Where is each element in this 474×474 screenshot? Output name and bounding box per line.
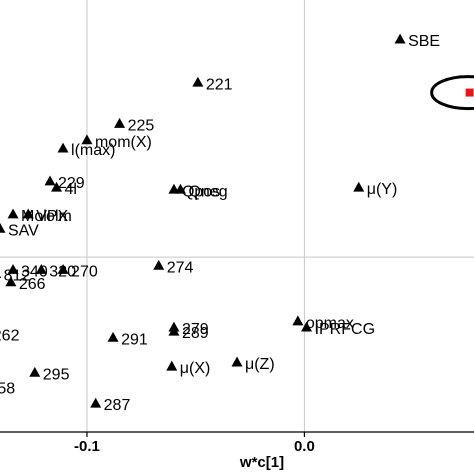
point-marker-18: [0, 275, 2, 278]
point-marker-9: [353, 181, 365, 192]
x-tick-label-1: 0.0: [294, 438, 315, 455]
point-label-24: 291: [121, 331, 148, 348]
point-marker-0: [394, 33, 406, 44]
point-marker-13: [153, 259, 165, 270]
point-label-13: 274: [167, 259, 194, 276]
point-label-3: mom(X): [95, 134, 152, 151]
point-label-6: 4l: [65, 181, 77, 198]
point-marker-29: [90, 397, 102, 408]
point-label-16: 320: [49, 263, 76, 280]
point-marker-14: [57, 263, 69, 274]
point-label-21: 279: [182, 321, 209, 338]
point-label-1: 221: [206, 76, 233, 93]
point-marker-19: [292, 315, 304, 326]
point-marker-1: [192, 76, 204, 87]
point-label-4: l(max): [71, 142, 115, 159]
gridlines: [0, 0, 474, 432]
point-label-25: μ(X): [180, 360, 211, 377]
point-marker-5: [44, 175, 56, 186]
point-marker-15: [7, 263, 19, 274]
point-label-0: SBE: [408, 33, 440, 50]
point-label-27: 295: [43, 366, 70, 383]
point-label-2: 225: [128, 117, 155, 134]
point-marker-16: [35, 263, 47, 274]
point-marker-4: [57, 142, 69, 153]
x-axis: -0.1 0.0: [0, 431, 474, 455]
point-marker-27: [29, 366, 41, 377]
point-label-10: MolPX: [21, 208, 68, 225]
point-label-20: IPRFCG: [315, 321, 375, 338]
highlight-group: [430, 75, 474, 111]
point-marker-25: [166, 360, 178, 371]
point-marker-6: [51, 181, 63, 192]
highlight-marker: [465, 88, 474, 97]
point-label-5: 229: [58, 175, 85, 192]
point-label-11: Volm: [36, 208, 72, 225]
point-marker-2: [114, 117, 126, 128]
point-label-14: 270: [71, 263, 98, 280]
point-label-22: 289: [182, 325, 209, 342]
point-marker-12: [0, 222, 6, 233]
x-axis-title: w*c[1]: [239, 454, 284, 471]
point-label-7: Qpos: [182, 183, 220, 200]
point-label-18: 812: [4, 268, 31, 285]
point-marker-8: [174, 183, 186, 194]
point-marker-17: [5, 276, 17, 287]
point-label-12: SAV: [8, 222, 39, 239]
point-marker-10: [7, 208, 19, 219]
x-tick-label-0: -0.1: [74, 438, 100, 455]
point-marker-24: [107, 331, 119, 342]
point-label-19: opmax: [306, 315, 354, 332]
highlight-ellipse: [430, 75, 474, 111]
point-marker-20: [301, 321, 313, 332]
point-marker-22: [168, 325, 180, 336]
point-marker-3: [81, 134, 93, 145]
point-label-9: μ(Y): [367, 181, 398, 198]
point-label-28: 258: [0, 381, 15, 398]
point-label-29: 287: [104, 397, 131, 414]
point-label-8: Qneg: [188, 183, 227, 200]
point-label-26: μ(Z): [245, 356, 275, 373]
point-label-23: 262: [0, 327, 20, 344]
point-marker-11: [22, 208, 34, 219]
point-marker-26: [231, 356, 243, 367]
point-label-17: 266: [19, 276, 46, 293]
